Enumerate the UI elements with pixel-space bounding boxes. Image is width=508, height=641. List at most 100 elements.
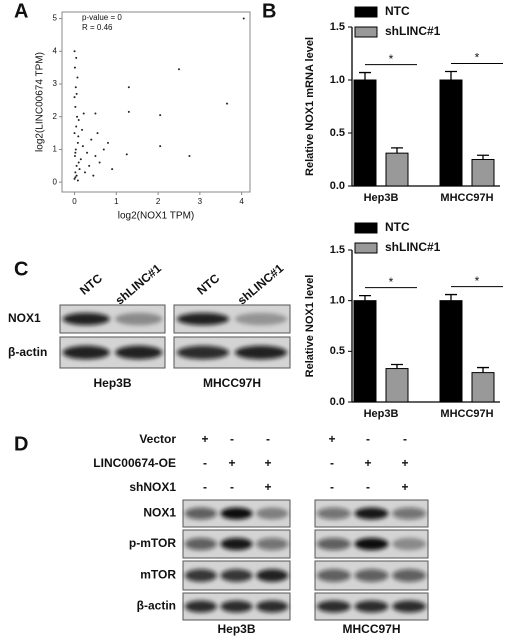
error-bar	[477, 366, 489, 373]
panel-label: A	[14, 0, 28, 22]
point	[94, 112, 97, 115]
cell-line-label: MHCC97H	[203, 376, 261, 390]
legend-swatch	[354, 26, 378, 38]
y-axis-label: Relative NOX1 level	[304, 275, 316, 378]
legend-label: NTC	[385, 220, 410, 234]
point	[188, 155, 191, 157]
treatment-sign: +	[401, 480, 408, 494]
point	[73, 66, 76, 69]
point	[94, 155, 97, 157]
point	[74, 105, 77, 108]
bar	[353, 79, 377, 187]
x-tick-label: 2	[156, 197, 161, 206]
point	[73, 155, 76, 157]
point	[79, 158, 82, 161]
significance-label: *	[475, 51, 480, 65]
x-tick-label: 0	[72, 197, 77, 206]
error-bar	[445, 70, 457, 80]
x-tick-label: 3	[198, 197, 203, 206]
y-axis-label: Relative NOX1 mRNA level	[304, 37, 316, 176]
annotation: p-value = 0	[82, 13, 122, 22]
row-label: p-mTOR	[129, 536, 176, 550]
point	[226, 102, 229, 105]
point	[76, 141, 79, 144]
band	[256, 507, 289, 520]
treatment-sign: -	[266, 432, 270, 446]
band	[234, 312, 288, 326]
band	[354, 537, 389, 551]
significance-label: *	[389, 52, 394, 66]
band	[220, 569, 253, 582]
legend-label: NTC	[385, 4, 410, 18]
band	[176, 345, 230, 360]
point	[75, 164, 78, 167]
error-bar	[477, 154, 489, 160]
point	[73, 96, 76, 99]
point	[76, 179, 79, 182]
point	[76, 115, 79, 118]
point	[96, 132, 99, 135]
bar	[385, 152, 409, 187]
x-tick-label: Hep3B	[364, 408, 399, 420]
treatment-sign: -	[230, 432, 234, 446]
cell-line-label: MHCC97H	[342, 622, 400, 636]
y-tick-label: 1.0	[330, 74, 345, 86]
treatment-sign: -	[403, 432, 407, 446]
band	[115, 345, 163, 360]
x-axis-label: log2(NOX1 TPM)	[118, 211, 195, 222]
treatment-label: shNOX1	[129, 480, 176, 494]
y-tick-label: 0.5	[330, 345, 345, 357]
point	[125, 153, 128, 156]
panel-label: B	[262, 0, 276, 22]
treatment-sign: -	[203, 480, 207, 494]
band	[220, 537, 253, 551]
point	[127, 110, 130, 113]
point	[74, 171, 77, 174]
x-tick-label: 4	[239, 197, 244, 206]
point	[74, 176, 77, 179]
point	[75, 174, 78, 177]
band	[354, 507, 389, 520]
point	[74, 86, 77, 89]
band	[62, 345, 110, 360]
row-label: NOX1	[8, 311, 41, 325]
y-tick-label: 4	[53, 46, 58, 55]
y-tick-label: 0.5	[330, 127, 345, 139]
point	[73, 177, 76, 180]
y-tick-label: 5	[53, 14, 58, 23]
point	[98, 161, 101, 164]
band	[256, 537, 289, 551]
y-tick-label: 1.5	[330, 21, 345, 33]
band	[115, 312, 163, 326]
band	[184, 569, 217, 582]
lane-label: shLINC#1	[113, 261, 165, 308]
significance-label: *	[389, 275, 394, 289]
band	[316, 600, 351, 613]
y-tick-label: 0.0	[330, 180, 345, 192]
point	[77, 135, 80, 138]
y-tick-label: 1.5	[330, 244, 345, 256]
treatment-label: LINC00674-OE	[93, 456, 176, 470]
treatment-sign: +	[201, 432, 208, 446]
point	[75, 92, 78, 95]
row-label: NOX1	[143, 506, 176, 520]
treatment-sign: +	[328, 432, 335, 446]
point	[75, 125, 78, 128]
bar	[385, 368, 409, 403]
point	[75, 56, 78, 59]
point	[76, 76, 79, 79]
treatment-sign: -	[366, 480, 370, 494]
band	[392, 507, 427, 520]
y-tick-label: 3	[53, 79, 58, 88]
treatment-sign: -	[230, 480, 234, 494]
point	[73, 50, 76, 53]
bar	[471, 372, 495, 403]
treatment-sign: -	[203, 456, 207, 470]
point	[73, 132, 76, 135]
point	[159, 145, 162, 148]
point	[77, 119, 80, 121]
x-tick-label: MHCC97H	[440, 408, 493, 420]
band	[316, 507, 351, 520]
point	[102, 148, 105, 151]
